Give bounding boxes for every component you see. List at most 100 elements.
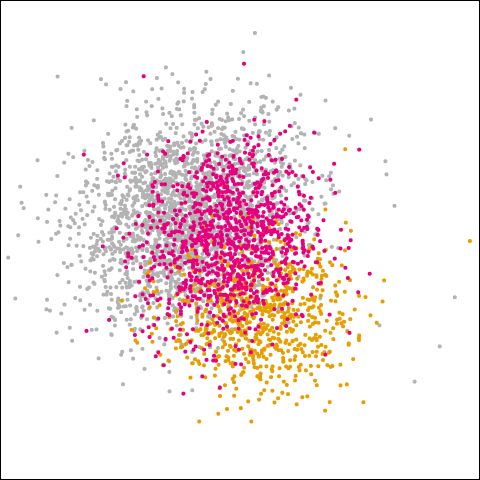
data-point bbox=[250, 148, 255, 153]
data-point bbox=[136, 167, 141, 172]
data-point bbox=[131, 356, 136, 361]
data-point bbox=[242, 232, 247, 237]
data-point bbox=[152, 315, 157, 320]
data-point bbox=[248, 309, 253, 314]
data-point bbox=[259, 95, 264, 99]
data-point bbox=[191, 347, 196, 352]
data-point bbox=[197, 296, 202, 301]
data-point bbox=[154, 285, 159, 290]
data-point bbox=[180, 344, 185, 349]
data-point bbox=[245, 142, 250, 147]
data-point bbox=[214, 138, 219, 143]
data-point bbox=[173, 271, 178, 276]
data-point bbox=[65, 265, 70, 270]
data-point bbox=[275, 326, 279, 331]
data-point bbox=[272, 307, 277, 312]
data-point bbox=[130, 125, 135, 130]
data-point bbox=[132, 178, 136, 183]
data-point bbox=[243, 357, 248, 361]
data-point bbox=[234, 210, 239, 215]
data-point bbox=[236, 280, 241, 285]
data-point bbox=[145, 188, 150, 193]
data-point bbox=[351, 357, 356, 362]
data-point bbox=[160, 249, 165, 254]
data-point bbox=[217, 161, 222, 166]
data-point bbox=[142, 366, 147, 371]
data-point bbox=[83, 167, 88, 172]
data-point bbox=[118, 242, 123, 247]
data-point bbox=[267, 129, 272, 133]
data-point bbox=[154, 185, 159, 190]
data-point bbox=[223, 144, 228, 149]
data-point bbox=[276, 331, 281, 336]
data-point bbox=[216, 225, 221, 229]
data-point bbox=[377, 323, 382, 328]
data-point bbox=[148, 141, 153, 146]
data-point bbox=[152, 264, 157, 269]
data-point bbox=[137, 153, 142, 158]
data-point bbox=[78, 298, 83, 303]
data-point bbox=[194, 251, 199, 256]
data-point bbox=[195, 208, 200, 213]
data-point bbox=[258, 340, 263, 344]
data-point bbox=[140, 304, 145, 309]
data-point bbox=[116, 214, 121, 219]
data-point bbox=[278, 170, 283, 174]
data-point bbox=[206, 125, 211, 130]
data-point bbox=[221, 279, 226, 284]
data-point bbox=[157, 236, 162, 241]
data-point bbox=[155, 254, 160, 259]
data-point bbox=[110, 156, 114, 161]
data-point bbox=[146, 301, 150, 306]
data-point bbox=[247, 151, 252, 156]
data-point bbox=[74, 243, 79, 248]
data-point bbox=[282, 144, 287, 149]
data-point bbox=[45, 219, 50, 224]
data-point bbox=[114, 226, 119, 231]
data-point bbox=[293, 286, 298, 291]
data-point bbox=[256, 143, 261, 148]
data-point bbox=[266, 175, 270, 180]
data-point bbox=[254, 336, 259, 340]
data-point bbox=[155, 298, 160, 303]
data-point bbox=[231, 154, 236, 159]
data-point bbox=[101, 263, 106, 268]
data-point bbox=[223, 383, 227, 388]
data-point bbox=[302, 132, 307, 137]
data-point bbox=[263, 169, 268, 174]
data-point bbox=[132, 200, 137, 205]
data-point bbox=[303, 368, 308, 373]
data-point bbox=[237, 239, 242, 244]
data-point bbox=[276, 292, 281, 297]
data-point bbox=[282, 321, 287, 325]
data-point bbox=[141, 255, 146, 259]
data-point bbox=[284, 247, 289, 252]
data-point bbox=[113, 186, 118, 191]
data-point bbox=[216, 304, 221, 309]
data-point bbox=[174, 319, 179, 324]
data-point bbox=[146, 138, 151, 143]
data-point bbox=[193, 282, 197, 287]
data-point bbox=[331, 183, 335, 188]
data-point bbox=[195, 188, 200, 193]
data-point bbox=[255, 365, 260, 370]
data-point bbox=[242, 198, 247, 203]
data-point bbox=[137, 135, 142, 140]
data-point bbox=[119, 198, 124, 203]
data-point bbox=[240, 276, 245, 281]
data-point bbox=[285, 205, 290, 210]
data-point bbox=[150, 339, 155, 344]
data-point bbox=[137, 244, 142, 249]
data-point bbox=[226, 196, 231, 201]
data-point bbox=[184, 341, 189, 346]
data-point bbox=[230, 138, 235, 143]
data-point bbox=[294, 215, 299, 220]
data-point bbox=[202, 293, 207, 298]
data-point bbox=[128, 317, 133, 322]
data-point bbox=[106, 131, 111, 136]
data-point bbox=[321, 358, 325, 362]
data-point bbox=[290, 298, 295, 303]
data-point bbox=[62, 302, 67, 307]
data-point bbox=[13, 296, 18, 301]
data-point bbox=[238, 292, 243, 297]
